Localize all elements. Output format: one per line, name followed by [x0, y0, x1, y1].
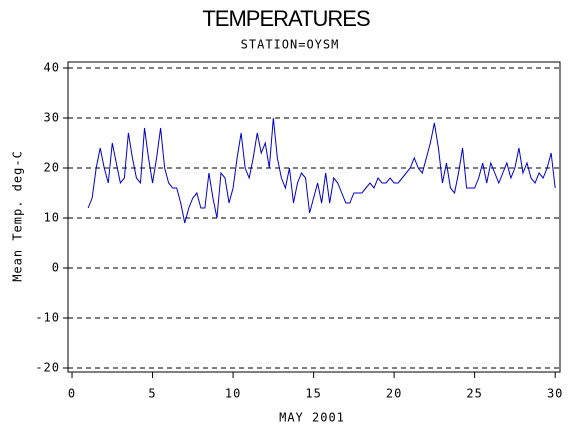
- y-tick-label: -10: [35, 311, 60, 325]
- y-tick-label: 0: [52, 261, 60, 275]
- y-tick-label: 20: [44, 161, 60, 175]
- x-tick-label: 20: [386, 387, 402, 401]
- chart-subtitle: STATION=OYSM: [241, 38, 340, 52]
- x-tick-label: 15: [305, 387, 321, 401]
- chart-title: TEMPERATURES: [202, 6, 370, 31]
- y-tick-label: -20: [35, 361, 60, 375]
- x-tick-label: 0: [68, 387, 76, 401]
- plot-frame: [67, 61, 561, 373]
- y-tick-label: 10: [44, 211, 60, 225]
- x-axis-label: MAY 2001: [279, 411, 345, 425]
- data-line: [87, 117, 556, 224]
- x-tick-label: 30: [547, 387, 563, 401]
- y-axis-label: Mean Temp. deg-C: [11, 150, 25, 282]
- x-tick-label: 25: [466, 387, 482, 401]
- x-tick-label: 5: [148, 387, 156, 401]
- y-tick-label: 40: [44, 61, 60, 75]
- y-tick-label: 30: [44, 111, 60, 125]
- x-tick-label: 10: [225, 387, 241, 401]
